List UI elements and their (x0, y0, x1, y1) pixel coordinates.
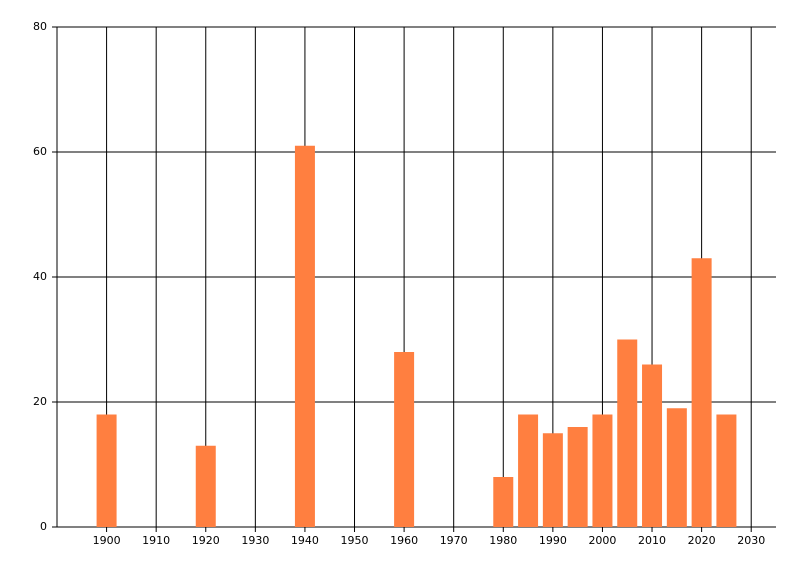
bar (493, 477, 514, 527)
y-tick-label: 0 (40, 520, 47, 533)
bar (691, 258, 712, 527)
bar (567, 427, 588, 527)
y-tick-label: 80 (33, 20, 47, 33)
x-tick-label: 1980 (489, 534, 517, 547)
bar (592, 414, 613, 527)
y-tick-label: 20 (33, 395, 47, 408)
x-tick-label: 2010 (638, 534, 666, 547)
x-tick-label: 1910 (142, 534, 170, 547)
bar (642, 364, 663, 527)
bar (394, 352, 415, 527)
x-tick-label: 1950 (341, 534, 369, 547)
x-tick-label: 2020 (688, 534, 716, 547)
bar (195, 445, 216, 527)
y-tick-label: 60 (33, 145, 47, 158)
x-tick-label: 1920 (192, 534, 220, 547)
bar (666, 408, 687, 527)
x-tick-label: 1960 (390, 534, 418, 547)
x-tick-label: 1900 (93, 534, 121, 547)
bar (518, 414, 539, 527)
bar (96, 414, 117, 527)
x-tick-label: 2000 (588, 534, 616, 547)
x-tick-label: 1940 (291, 534, 319, 547)
bar (617, 339, 638, 527)
x-tick-label: 1970 (440, 534, 468, 547)
y-tick-label: 40 (33, 270, 47, 283)
x-tick-label: 2030 (737, 534, 765, 547)
x-tick-label: 1930 (241, 534, 269, 547)
bar (294, 145, 315, 527)
bar (716, 414, 737, 527)
x-tick-label: 1990 (539, 534, 567, 547)
bar (542, 433, 563, 527)
